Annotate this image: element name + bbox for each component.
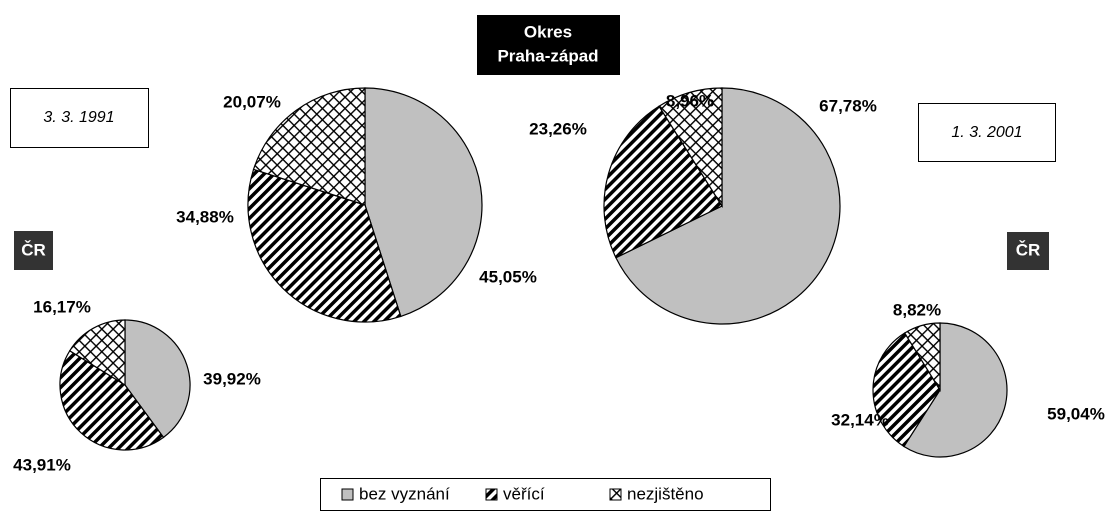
pie-slice [903,322,941,393]
data-label: 20,07% [223,92,281,111]
pie-slice [603,105,723,259]
data-label: 39,92% [203,369,261,388]
legend [320,478,771,511]
data-label: 16,17% [33,297,91,316]
region-box [14,231,53,270]
date-label: 1. 3. 2001 [951,124,1022,141]
pie-slice [872,332,941,448]
data-label: 45,05% [479,267,537,286]
date-box [918,103,1056,162]
legend-label: nezjištěno [627,484,704,503]
pie-slice [247,168,402,323]
data-label: 32,14% [831,410,889,429]
pie-slice [903,322,1008,458]
data-label: 8,96% [666,91,714,110]
pie-slice [364,87,483,318]
legend-swatch [609,488,622,501]
title-box [477,15,620,75]
data-label: 34,88% [176,207,234,226]
pie-slice [59,349,165,451]
pie-slice [615,87,841,325]
pie-slice [68,319,126,387]
data-label: 43,91% [13,455,71,474]
title-line: Okres [524,22,572,41]
pie-slice [252,87,366,206]
legend-swatch [485,488,498,501]
region-label: ČR [1016,240,1041,259]
legend-swatch [341,488,354,501]
region-label: ČR [21,240,46,259]
data-label: 59,04% [1047,404,1105,423]
data-label: 8,82% [893,300,941,319]
pie-slice [658,87,723,209]
date-label: 3. 3. 1991 [43,109,114,126]
legend-label: věřící [503,484,545,503]
pie-slice [124,319,191,439]
data-label: 67,78% [819,96,877,115]
region-box [1007,232,1049,270]
date-box [10,88,149,148]
legend-label: bez vyznání [359,484,450,503]
data-label: 23,26% [529,119,587,138]
title-line: Praha-západ [497,46,598,65]
